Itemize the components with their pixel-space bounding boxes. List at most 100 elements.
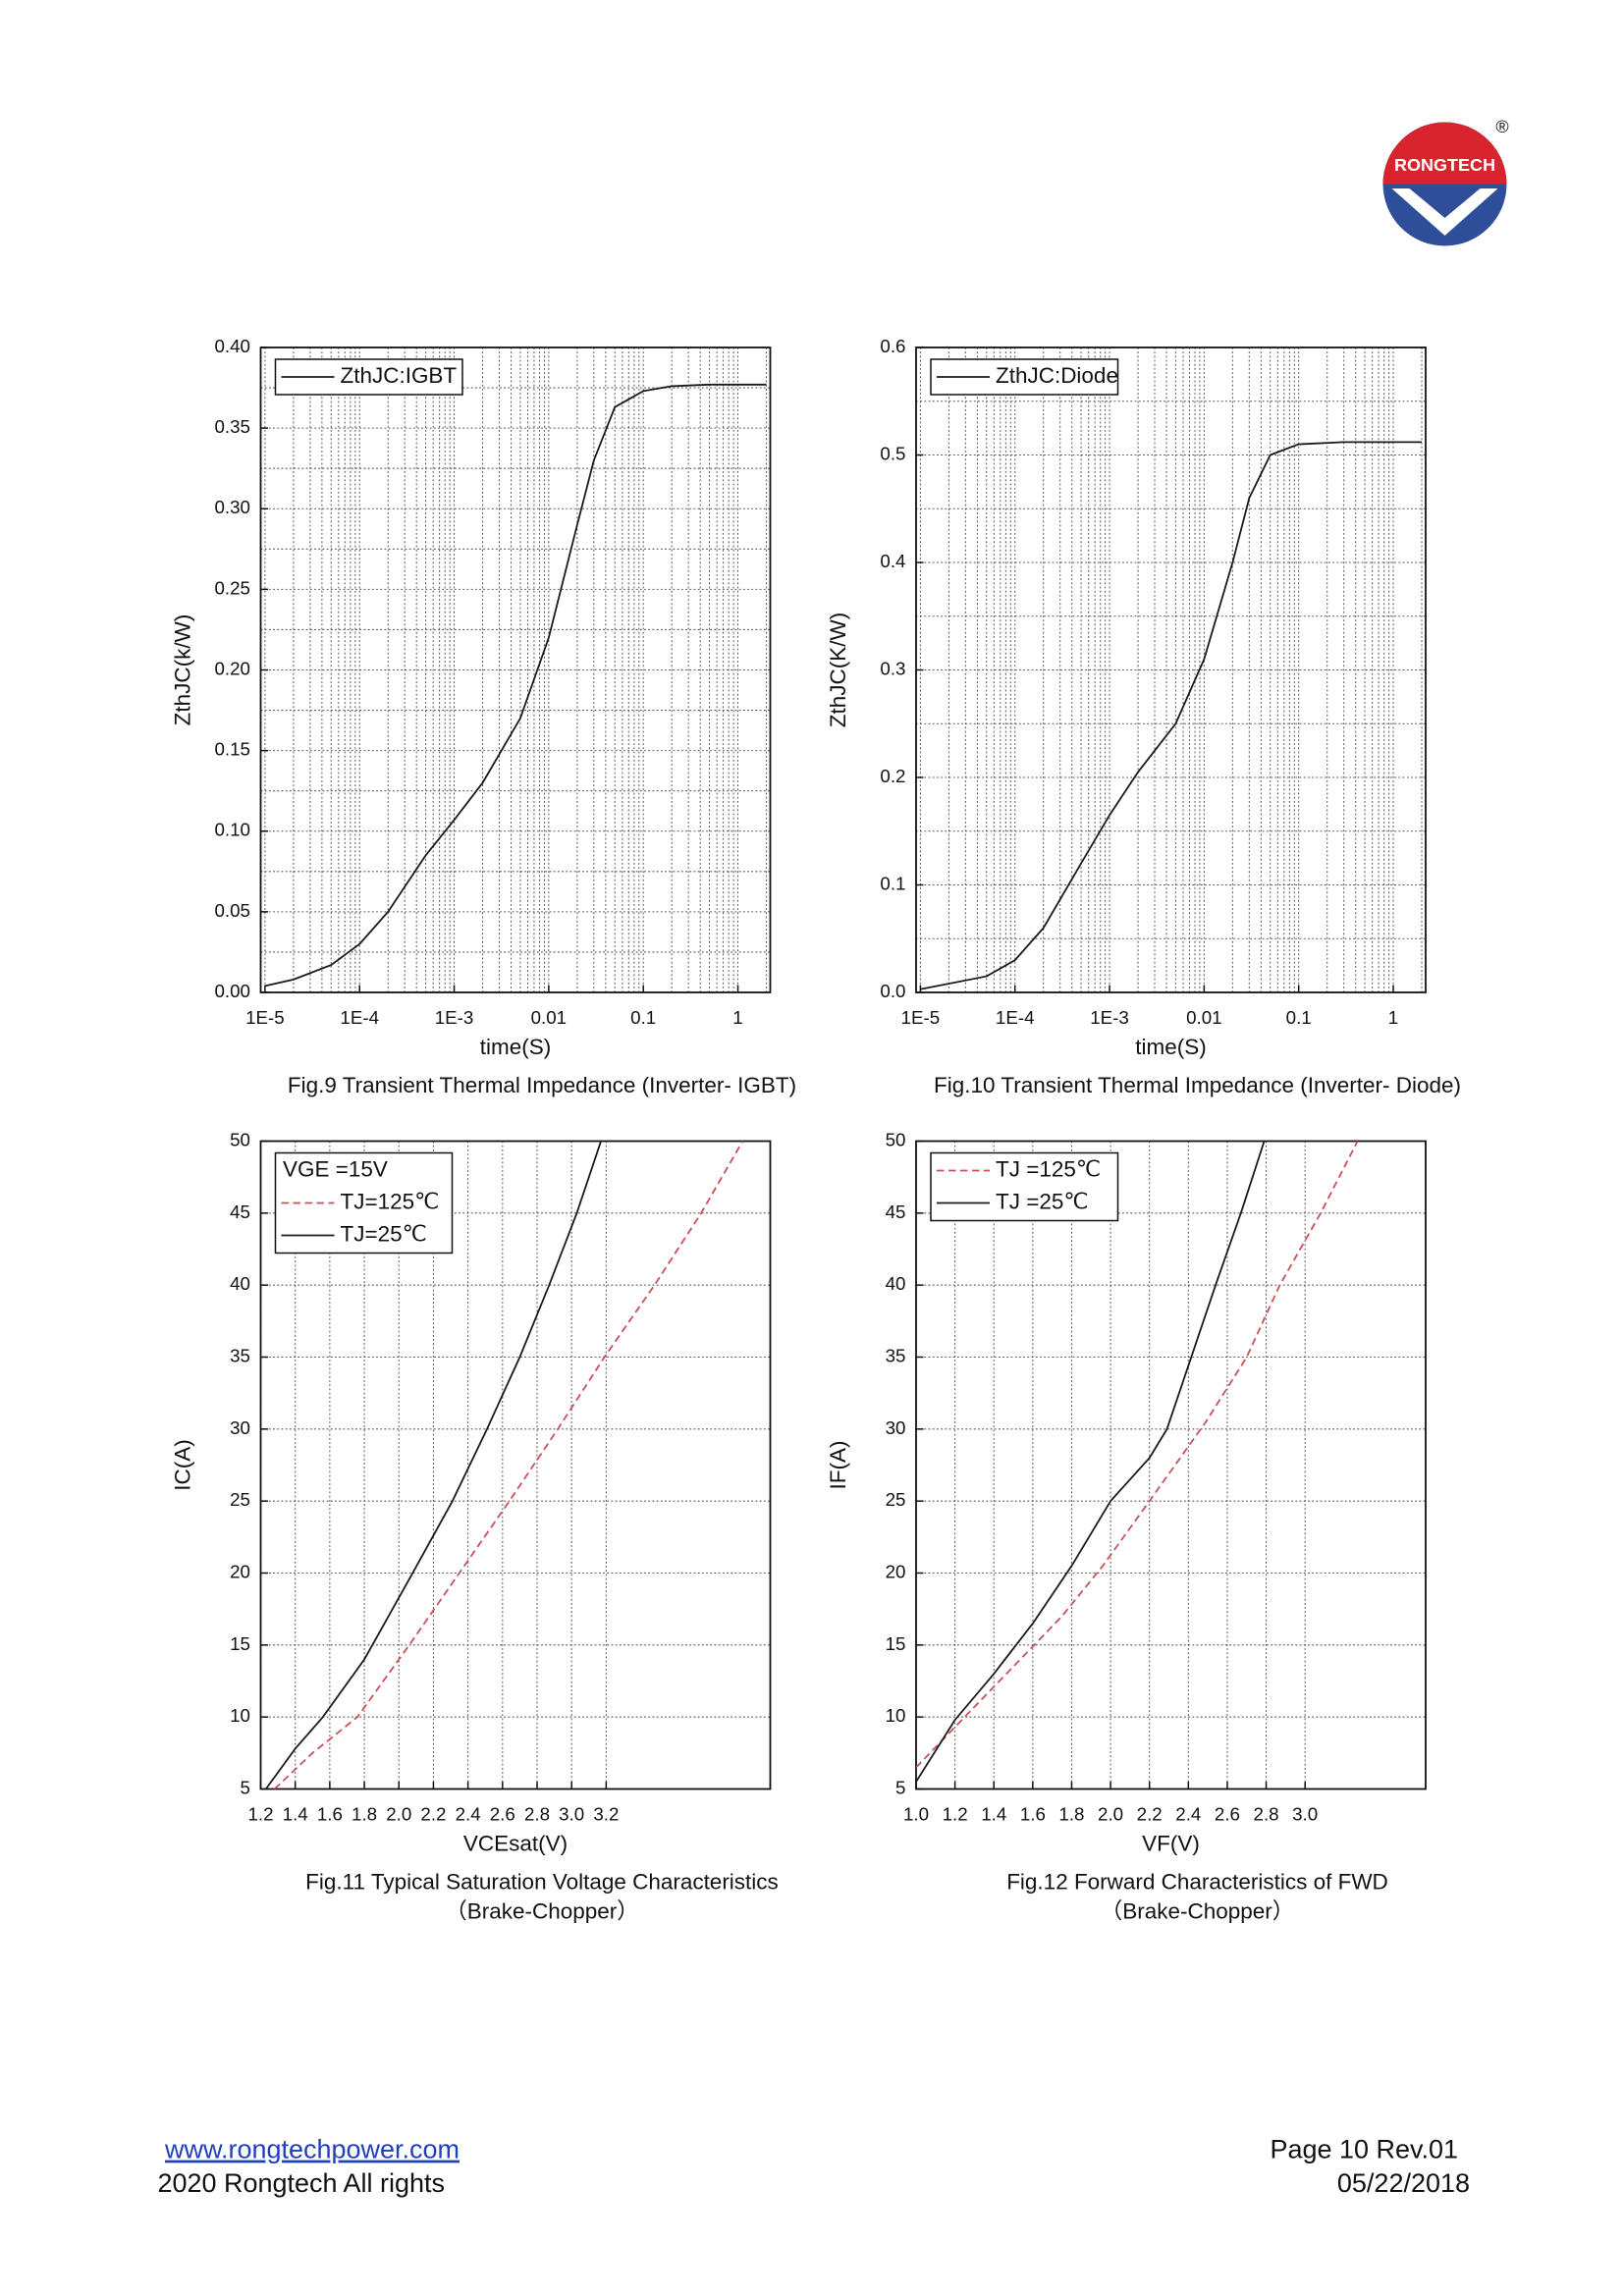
y-tick-label: 35 bbox=[886, 1345, 906, 1365]
y-tick-label: 0.3 bbox=[880, 658, 905, 678]
y-tick-label: 45 bbox=[230, 1201, 250, 1222]
x-tick-label: 2.6 bbox=[490, 1803, 515, 1824]
data-line bbox=[915, 1141, 1359, 1769]
footer-link[interactable]: www.rongtechpower.com bbox=[164, 2135, 460, 2164]
figure-caption: （Brake-Chopper） bbox=[1101, 1898, 1294, 1923]
x-tick-label: 1E-4 bbox=[996, 1007, 1035, 1028]
data-line bbox=[265, 1141, 602, 1789]
y-tick-label: 0.0 bbox=[880, 981, 905, 1001]
y-tick-label: 30 bbox=[886, 1417, 906, 1438]
figure-caption: （Brake-Chopper） bbox=[445, 1898, 638, 1923]
x-tick-label: 2.4 bbox=[456, 1803, 481, 1824]
x-tick-label: 1.2 bbox=[943, 1803, 968, 1824]
legend-label: ZthJC:Diode bbox=[996, 363, 1118, 388]
x-tick-label: 1E-3 bbox=[1090, 1007, 1129, 1028]
y-tick-label: 10 bbox=[886, 1705, 906, 1726]
x-tick-label: 1.2 bbox=[247, 1803, 273, 1824]
x-tick-label: 1 bbox=[1388, 1007, 1398, 1028]
logo-text: RONGTECH bbox=[1394, 155, 1495, 175]
x-tick-label: 1.6 bbox=[1020, 1803, 1046, 1824]
y-tick-label: 0.5 bbox=[880, 443, 905, 463]
y-axis-label: ZthJC(K/W) bbox=[826, 613, 850, 727]
x-tick-label: 2.2 bbox=[420, 1803, 446, 1824]
x-tick-label: 3.0 bbox=[1292, 1803, 1318, 1824]
legend-box bbox=[930, 1151, 1119, 1222]
chart: 1.2 1.4 1.6 1.8 2.0 2.2 2.4 2.6 2.8 3.0 3.2 5 10 15 20… bbox=[170, 1129, 778, 1923]
x-tick-label: 1E-5 bbox=[245, 1007, 285, 1028]
plot-frame bbox=[915, 347, 1427, 993]
x-tick-label: 1.8 bbox=[1058, 1803, 1084, 1824]
y-tick-label: 0.35 bbox=[215, 416, 250, 437]
y-tick-label: 0.25 bbox=[215, 577, 250, 598]
y-tick-label: 0.10 bbox=[215, 820, 250, 840]
x-tick-label: 3.2 bbox=[593, 1803, 619, 1824]
x-tick-label: 3.0 bbox=[559, 1803, 584, 1824]
x-axis-label: time(S) bbox=[1135, 1035, 1206, 1059]
x-tick-label: 1E-3 bbox=[435, 1007, 474, 1028]
figure-caption: Fig.9 Transient Thermal Impedance (Inver… bbox=[288, 1073, 796, 1097]
footer-page: Page 10 Rev.01 bbox=[1270, 2135, 1458, 2164]
x-tick-label: 1.8 bbox=[352, 1803, 377, 1824]
y-tick-label: 50 bbox=[230, 1129, 250, 1149]
plot-frame bbox=[259, 347, 772, 993]
x-tick-label: 2.8 bbox=[1254, 1803, 1279, 1824]
legend-label: TJ=25℃ bbox=[340, 1221, 426, 1246]
y-tick-label: 25 bbox=[886, 1489, 906, 1510]
y-tick-label: 0.40 bbox=[215, 336, 250, 356]
figure-caption: Fig.11 Typical Saturation Voltage Charac… bbox=[305, 1869, 779, 1894]
logo-v bbox=[1391, 188, 1498, 237]
data-line bbox=[915, 1141, 1266, 1783]
y-axis-label: IC(A) bbox=[170, 1439, 194, 1490]
legend-label: TJ =125℃ bbox=[996, 1156, 1101, 1181]
logo-top bbox=[1382, 122, 1507, 185]
y-tick-label: 10 bbox=[230, 1705, 250, 1726]
y-tick-label: 40 bbox=[230, 1273, 250, 1294]
plot-frame bbox=[915, 1140, 1427, 1790]
y-tick-label: 0.30 bbox=[215, 497, 250, 517]
plot-frame bbox=[259, 1140, 772, 1790]
chart: 1E-5 1E-4 1E-3 0.01 0.1 1 0.0 0.1 0.2 0.3 0.4 0.5 0.… bbox=[826, 336, 1461, 1097]
logo: RONGTECH ® bbox=[1382, 117, 1509, 246]
x-tick-label: 2.4 bbox=[1175, 1803, 1201, 1824]
legend-label: TJ=125℃ bbox=[340, 1189, 439, 1213]
y-tick-label: 15 bbox=[230, 1633, 250, 1654]
y-tick-label: 0.6 bbox=[880, 336, 905, 356]
y-tick-label: 0.2 bbox=[880, 766, 905, 786]
footer-rights: 2020 Rongtech All rights bbox=[157, 2168, 445, 2198]
y-tick-label: 20 bbox=[230, 1561, 250, 1581]
y-tick-label: 20 bbox=[886, 1561, 906, 1581]
x-axis-label: VCEsat(V) bbox=[463, 1831, 568, 1855]
y-axis-label: IF(A) bbox=[826, 1441, 850, 1490]
y-tick-label: 5 bbox=[895, 1777, 905, 1797]
figure-caption: Fig.12 Forward Characteristics of FWD bbox=[1006, 1869, 1388, 1894]
data-line bbox=[273, 1141, 744, 1789]
y-tick-label: 50 bbox=[886, 1129, 906, 1149]
registered-mark: ® bbox=[1495, 117, 1508, 136]
y-tick-label: 0.4 bbox=[880, 551, 905, 571]
x-tick-label: 2.2 bbox=[1137, 1803, 1163, 1824]
y-tick-label: 15 bbox=[886, 1633, 906, 1654]
y-tick-label: 0.00 bbox=[215, 981, 250, 1001]
x-tick-label: 1E-5 bbox=[901, 1007, 941, 1028]
y-axis-label: ZthJC(k/W) bbox=[170, 614, 194, 726]
legend-label: ZthJC:IGBT bbox=[340, 363, 457, 388]
legend-label: TJ =25℃ bbox=[996, 1189, 1089, 1213]
y-tick-label: 30 bbox=[230, 1417, 250, 1438]
y-tick-label: 5 bbox=[241, 1777, 250, 1797]
footer-date: 05/22/2018 bbox=[1337, 2168, 1470, 2198]
y-tick-label: 0.15 bbox=[215, 739, 250, 760]
y-tick-label: 45 bbox=[886, 1201, 906, 1222]
y-tick-label: 25 bbox=[230, 1489, 250, 1510]
data-line bbox=[264, 383, 767, 988]
x-tick-label: 2.0 bbox=[386, 1803, 411, 1824]
y-tick-label: 0.1 bbox=[880, 873, 905, 893]
x-axis-label: VF(V) bbox=[1142, 1831, 1200, 1855]
figure-caption: Fig.10 Transient Thermal Impedance (Inve… bbox=[934, 1073, 1461, 1097]
x-tick-label: 1.4 bbox=[981, 1803, 1006, 1824]
chart: 1.0 1.2 1.4 1.6 1.8 2.0 2.2 2.4 2.6 2.8 3.0 5 10 15 20… bbox=[826, 1129, 1427, 1923]
y-tick-label: 0.05 bbox=[215, 900, 250, 921]
x-tick-label: 1.4 bbox=[283, 1803, 308, 1824]
y-tick-label: 35 bbox=[230, 1345, 250, 1365]
x-tick-label: 1 bbox=[732, 1007, 742, 1028]
